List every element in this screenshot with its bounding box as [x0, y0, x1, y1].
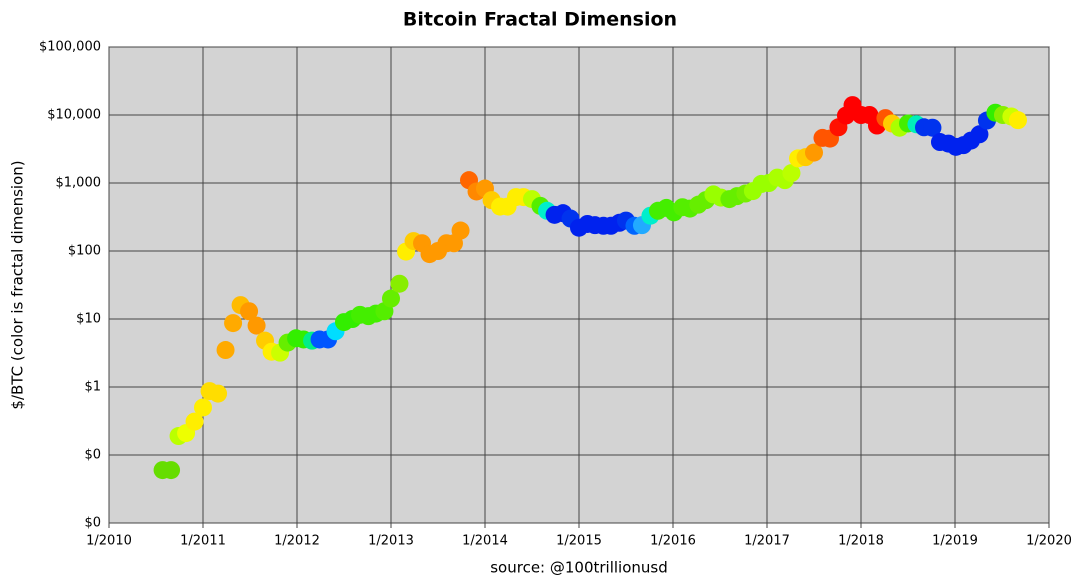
point — [216, 341, 235, 360]
x-tick-label: 1/2019 — [932, 534, 978, 549]
x-tick-label: 1/2016 — [650, 534, 696, 549]
chart-title: Bitcoin Fractal Dimension — [403, 9, 677, 31]
source: source: @100trillionusd — [490, 559, 668, 577]
point — [240, 302, 259, 321]
x-tick-label: 1/2014 — [462, 534, 508, 549]
point — [185, 412, 204, 431]
y-tick-label: $1 — [84, 380, 101, 395]
y-tick-label: $10,000 — [47, 108, 101, 123]
point — [162, 461, 181, 480]
x-tick-label: 1/2010 — [86, 534, 132, 549]
y-tick-label: $0 — [84, 516, 101, 531]
point — [209, 384, 228, 403]
point — [923, 118, 942, 137]
y-tick-label: $1,000 — [56, 176, 102, 191]
y-axis-label: $/BTC (color is fractal dimension) — [9, 160, 27, 409]
x-tick-label: 1/2015 — [556, 534, 602, 549]
x-tick-label: 1/2017 — [744, 534, 790, 549]
point — [194, 398, 212, 417]
x-tick-label: 1/2011 — [180, 534, 226, 549]
y-tick-label: $10 — [76, 312, 101, 327]
point — [805, 143, 823, 162]
x-tick-label: 1/2013 — [368, 534, 414, 549]
point — [970, 125, 989, 144]
point — [782, 164, 801, 183]
x-tick-label: 1/2018 — [838, 534, 884, 549]
y-tick-label: $0 — [84, 448, 101, 463]
point — [1008, 111, 1027, 130]
point — [382, 289, 400, 308]
y-tick-label: $100 — [68, 244, 101, 259]
point — [224, 314, 243, 333]
y-tick-label: $100,000 — [39, 40, 101, 55]
point — [451, 221, 470, 240]
point — [247, 316, 266, 335]
point — [390, 274, 409, 293]
x-tick-label: 1/2020 — [1026, 534, 1072, 549]
x-tick-label: 1/2012 — [274, 534, 320, 549]
